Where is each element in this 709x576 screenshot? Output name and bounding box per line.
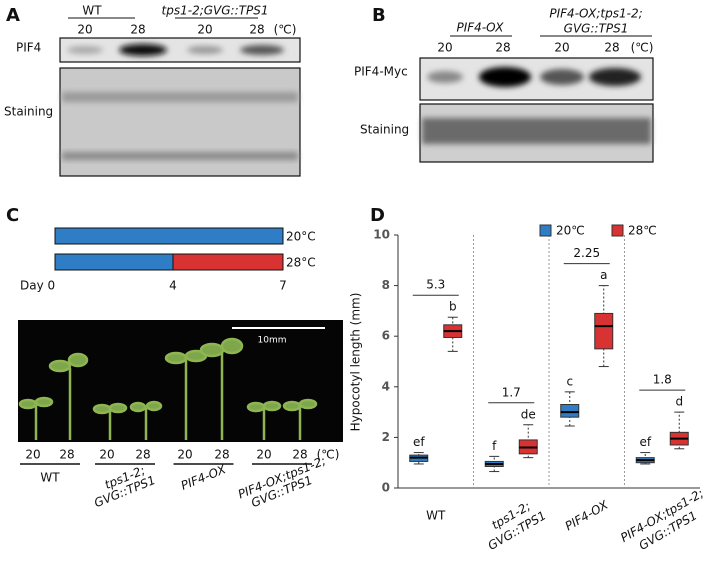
row-label: PIF4: [16, 41, 41, 55]
panel-c: C 20°C 28°C Day 0 4 7 10mm 20 28 20 28 20 28 2…: [6, 205, 343, 510]
band: [62, 92, 298, 102]
significance-letter: a: [600, 268, 607, 282]
panel-label: C: [6, 205, 19, 226]
band: [119, 44, 167, 56]
band: [62, 152, 298, 160]
panel-label: A: [6, 5, 20, 26]
significance-letter: d: [675, 395, 683, 409]
band: [589, 68, 641, 86]
temperature: 20: [554, 41, 569, 55]
temperature: 28: [59, 448, 74, 462]
y-tick-label: 10: [373, 228, 390, 242]
legend-label: 28℃: [628, 224, 657, 238]
group-label: PIF4-OX;tps1-2;: [549, 7, 642, 21]
band: [427, 71, 463, 83]
band: [240, 45, 284, 55]
temperature: 20: [197, 23, 212, 37]
temperature: 20: [77, 23, 92, 37]
ratio-label: 1.8: [653, 373, 672, 387]
seedlings: [18, 337, 318, 440]
y-tick-label: 8: [382, 278, 390, 292]
band: [422, 118, 651, 144]
temperature-row: 20 28 20 28 20 28 20 28: [25, 448, 307, 462]
panel-a: A WT tps1-2;GVG::TPS1 20 28 20 28 (℃) PI…: [4, 4, 301, 177]
temperature: 20: [177, 448, 192, 462]
legend-swatch: [611, 224, 624, 237]
day-label: Day 0: [20, 279, 55, 293]
row-label: Staining: [4, 105, 53, 119]
box: [594, 312, 614, 350]
band: [67, 46, 103, 54]
temperature: 28: [249, 23, 264, 37]
unit: (℃): [631, 41, 654, 55]
schedule-label: 28°C: [286, 256, 316, 270]
panel-b: B PIF4-OX PIF4-OX;tps1-2; GVG::TPS1 20 2…: [354, 5, 654, 163]
row-label: PIF4-Myc: [354, 65, 408, 79]
box: [560, 404, 580, 418]
significance-letter: c: [566, 374, 573, 388]
ratio-label: 2.25: [573, 246, 600, 260]
band: [540, 69, 584, 85]
temperature: 28: [130, 23, 145, 37]
schedule-bar: [54, 253, 174, 271]
scale-bar-label: 10mm: [258, 336, 287, 346]
schedule-label: 20°C: [286, 230, 316, 244]
temperature: 20: [25, 448, 40, 462]
temperature: 20: [437, 41, 452, 55]
genotype-labels: WT tps1-2;GVG::TPS1 PIF4-OX PIF4-OX;tps1-2;…: [20, 454, 328, 510]
temperature: 28: [214, 448, 229, 462]
significance-letter: f: [492, 439, 497, 453]
row-label: Staining: [360, 123, 409, 137]
significance-letter: ef: [413, 435, 425, 449]
temperature: 28: [604, 41, 619, 55]
schedule-bar: [172, 253, 284, 271]
group-label: tps1-2;GVG::TPS1: [162, 4, 269, 18]
temperature: 20: [256, 448, 271, 462]
genotype-label: PIF4-OX: [179, 462, 229, 493]
panel-label: B: [372, 5, 386, 26]
x-tick-label: PIF4-OX: [563, 497, 611, 533]
panel-label: D: [370, 205, 385, 226]
genotype-label: WT: [40, 471, 60, 485]
day-label: 4: [169, 279, 177, 293]
band: [187, 46, 223, 54]
temperature: 28: [135, 448, 150, 462]
y-tick-label: 2: [382, 430, 390, 444]
ratio-label: 5.3: [426, 278, 445, 292]
significance-letter: ef: [639, 435, 651, 449]
group-label: PIF4-OX: [457, 21, 505, 35]
significance-letter: de: [521, 407, 536, 421]
significance-letter: b: [449, 300, 457, 314]
legend-label: 20℃: [556, 224, 585, 238]
group-label: GVG::TPS1: [564, 22, 629, 36]
legend-swatch: [539, 224, 552, 237]
temperature: 28: [292, 448, 307, 462]
ratio-label: 1.7: [502, 385, 521, 399]
seedling-photo: [18, 320, 343, 442]
day-label: 7: [279, 279, 287, 293]
schedule-bar: [54, 227, 284, 245]
band: [479, 67, 531, 87]
unit: (℃): [274, 23, 297, 37]
x-tick-label: WT: [426, 509, 446, 523]
group-label: WT: [82, 4, 102, 18]
temperature: 28: [495, 41, 510, 55]
temperature: 20: [99, 448, 114, 462]
y-axis-title: Hypocotyl length (mm): [349, 293, 363, 432]
unit: (℃): [317, 448, 340, 462]
y-tick-label: 6: [382, 329, 390, 343]
y-tick-label: 0: [382, 481, 390, 495]
y-tick-label: 4: [382, 379, 390, 393]
panel-d: D Hypocotyl length (mm) 0 2 4 6 8 10 20℃ 28℃ ef b…: [349, 205, 706, 553]
